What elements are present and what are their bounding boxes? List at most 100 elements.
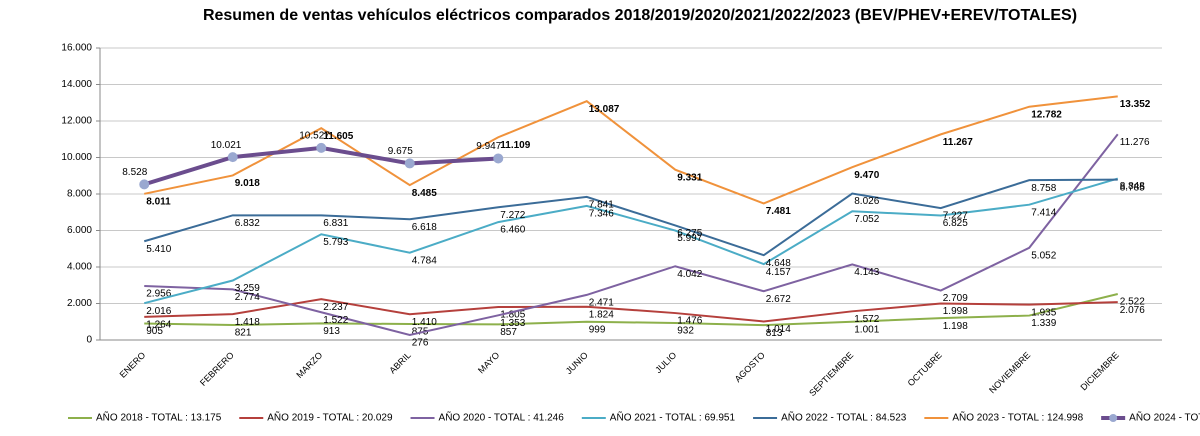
x-tick-label: MAYO xyxy=(476,350,501,375)
point-marker xyxy=(316,142,327,153)
data-label: 3.259 xyxy=(235,283,260,294)
data-label: 8.528 xyxy=(122,167,147,178)
y-tick-label: 6.000 xyxy=(67,225,92,236)
chart-title: Resumen de ventas vehículos eléctricos c… xyxy=(203,7,1077,24)
series-line xyxy=(144,95,1118,205)
data-label: 1.418 xyxy=(235,317,260,328)
data-label: 999 xyxy=(589,324,606,335)
y-tick-label: 16.000 xyxy=(61,43,92,54)
data-label: 8.026 xyxy=(854,196,879,207)
series-line xyxy=(144,177,1119,305)
data-label: 7.052 xyxy=(854,214,879,225)
point-marker xyxy=(493,153,504,164)
x-tick-label: ENERO xyxy=(118,350,148,380)
data-label: 1.522 xyxy=(323,315,348,326)
data-label: 1.572 xyxy=(854,314,879,325)
data-label: 7.346 xyxy=(589,209,614,220)
data-label: 7.841 xyxy=(589,200,614,211)
y-tick-label: 8.000 xyxy=(67,189,92,200)
data-label: 4.648 xyxy=(766,258,791,269)
x-tick-label: ABRIL xyxy=(387,350,412,375)
data-label: 5.997 xyxy=(677,233,702,244)
data-label: 2.076 xyxy=(1120,305,1145,316)
data-label: 6.831 xyxy=(323,218,348,229)
legend-marker xyxy=(1109,414,1118,422)
point-marker xyxy=(404,158,415,169)
data-label: 12.782 xyxy=(1031,109,1062,120)
y-tick-label: 10.000 xyxy=(61,152,92,163)
data-label: 913 xyxy=(323,326,340,337)
data-label: 1.264 xyxy=(146,320,171,331)
data-label: 1.805 xyxy=(500,310,525,321)
legend-label: AÑO 2018 - TOTAL : 13.175 xyxy=(96,411,222,424)
y-tick-label: 2.000 xyxy=(67,298,92,309)
data-label: 821 xyxy=(235,328,252,339)
data-label: 11.276 xyxy=(1120,137,1150,148)
data-label: 8.485 xyxy=(412,188,437,199)
legend-label: AÑO 2021 - TOTAL : 69.951 xyxy=(610,411,736,424)
data-label: 9.470 xyxy=(854,170,879,181)
data-label: 11.109 xyxy=(500,140,530,151)
data-label: 905 xyxy=(146,326,163,337)
data-label: 10.021 xyxy=(211,140,242,151)
data-label: 2.672 xyxy=(766,294,791,305)
data-label: 9.018 xyxy=(235,178,260,189)
x-tick-label: NOVIEMBRE xyxy=(987,350,1032,395)
data-label: 2.522 xyxy=(1120,297,1145,308)
data-label: 4.042 xyxy=(677,269,702,280)
data-label: 2.016 xyxy=(146,306,171,317)
data-label: 6.825 xyxy=(943,218,968,229)
series-line xyxy=(144,298,1118,323)
data-label: 6.275 xyxy=(677,228,702,239)
data-label: 6.618 xyxy=(412,222,437,233)
data-label: 5.793 xyxy=(323,237,348,248)
data-label: 1.998 xyxy=(943,306,968,317)
data-label: 1.935 xyxy=(1031,307,1056,318)
x-tick-label: SEPTIEMBRE xyxy=(807,350,855,398)
data-label: 2.709 xyxy=(943,293,968,304)
data-label: 2.774 xyxy=(235,292,260,303)
point-marker xyxy=(227,152,238,163)
data-label: 4.784 xyxy=(412,255,437,266)
data-label: 7.272 xyxy=(500,210,525,221)
data-label: 1.014 xyxy=(766,324,791,335)
data-label: 1.824 xyxy=(589,309,614,320)
legend-label: AÑO 2022 - TOTAL : 84.523 xyxy=(781,411,907,424)
data-label: 9.947 xyxy=(476,141,501,152)
y-tick-label: 4.000 xyxy=(67,262,92,273)
data-label: 1.476 xyxy=(677,316,702,327)
data-label: 1.001 xyxy=(854,324,879,335)
point-marker xyxy=(139,179,150,190)
data-label: 10.527 xyxy=(299,131,330,142)
series-line xyxy=(144,293,1118,327)
y-tick-label: 12.000 xyxy=(61,116,92,127)
y-tick-label: 14.000 xyxy=(61,79,92,90)
data-label: 2.471 xyxy=(589,298,614,309)
x-tick-label: JUNIO xyxy=(564,350,590,376)
x-tick-label: JULIO xyxy=(653,350,678,375)
data-label: 1.198 xyxy=(943,321,968,332)
data-label: 11.605 xyxy=(323,131,353,142)
data-label: 276 xyxy=(412,338,429,349)
data-label: 7.481 xyxy=(766,206,791,217)
data-label: 1.410 xyxy=(412,317,437,328)
data-label: 813 xyxy=(766,328,783,339)
data-label: 9.331 xyxy=(677,172,702,183)
legend-label: AÑO 2020 - TOTAL : 41.246 xyxy=(439,411,565,424)
data-label: 4.143 xyxy=(854,267,879,278)
data-label: 11.267 xyxy=(943,137,973,148)
data-label: 857 xyxy=(500,327,517,338)
data-label: 9.675 xyxy=(388,146,413,157)
data-label: 13.352 xyxy=(1120,99,1151,110)
data-label: 932 xyxy=(677,326,694,337)
data-label: 8.011 xyxy=(146,196,171,207)
data-label: 5.410 xyxy=(146,244,171,255)
data-label: 4.157 xyxy=(766,267,791,278)
x-tick-label: AGOSTO xyxy=(733,350,767,384)
data-label: 6.832 xyxy=(235,218,260,229)
y-tick-label: 0 xyxy=(86,335,92,346)
data-label: 2.237 xyxy=(323,302,348,313)
data-label: 8.848 xyxy=(1120,181,1145,192)
data-label: 8.785 xyxy=(1120,182,1145,193)
data-label: 7.227 xyxy=(943,211,968,222)
